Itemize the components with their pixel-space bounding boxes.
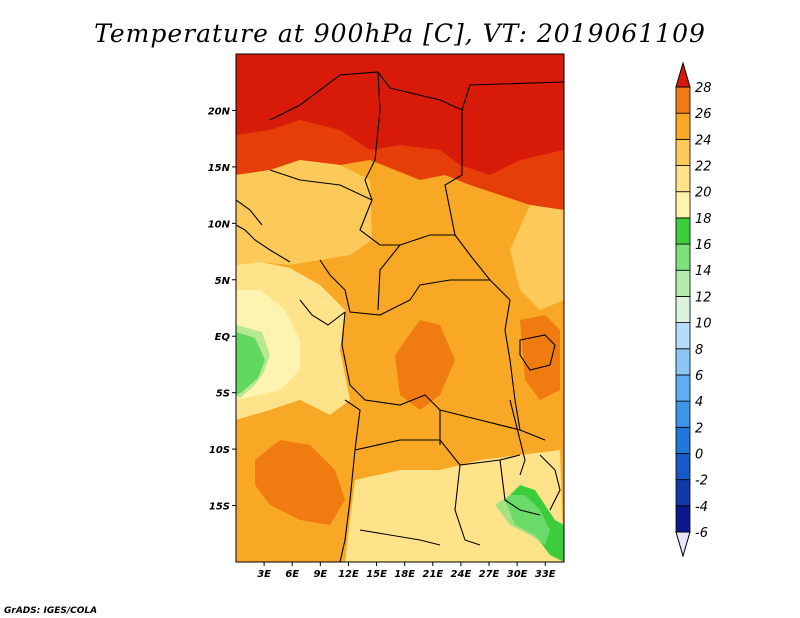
colorbar-swatch xyxy=(675,138,691,166)
colorbar-label: 20 xyxy=(695,186,712,201)
x-tick-label: 24E xyxy=(451,569,472,580)
y-tick-label: 15S xyxy=(209,502,230,513)
x-tick-label: 30E xyxy=(507,569,528,580)
colorbar-swatch xyxy=(675,400,691,428)
colorbar-swatch xyxy=(675,165,691,193)
colorbar-under-arrow xyxy=(675,531,691,558)
x-tick-label: 12E xyxy=(338,569,359,580)
x-tick-label: 3E xyxy=(257,569,271,580)
y-tick-label: 5N xyxy=(215,276,231,287)
colorbar-label: 4 xyxy=(695,395,703,410)
colorbar-label: 14 xyxy=(695,264,712,279)
grads-credit: GrADS: IGES/COLA xyxy=(4,606,97,616)
colorbar-swatch xyxy=(675,479,691,507)
y-axis: 20N 15N 10N 5N EQ 5S 10S 15S xyxy=(208,106,236,513)
x-tick-label: 18E xyxy=(394,569,415,580)
colorbar-swatch xyxy=(675,374,691,402)
colorbar-swatch xyxy=(675,505,691,533)
colorbar-label: 16 xyxy=(695,238,712,253)
colorbar-swatch xyxy=(675,426,691,454)
colorbar-label: 28 xyxy=(695,81,712,96)
lightgreen-zone-mozambique xyxy=(495,495,550,545)
x-tick-label: 33E xyxy=(535,569,556,580)
y-tick-label: 15N xyxy=(208,163,231,174)
x-tick-label: 15E xyxy=(366,569,387,580)
y-tick-label: 5S xyxy=(216,389,230,400)
x-tick-label: 6E xyxy=(285,569,299,580)
y-tick-label: EQ xyxy=(215,332,231,343)
colorbar-label: -2 xyxy=(695,474,708,489)
y-tick-label: 20N xyxy=(208,106,231,117)
country-borders xyxy=(236,71,564,562)
colorbar-swatch xyxy=(675,453,691,481)
y-tick-label: 10S xyxy=(209,445,230,456)
x-tick-label: 9E xyxy=(313,569,327,580)
lightgreen-zone-atlantic xyxy=(236,325,270,398)
colorbar-swatch xyxy=(675,348,691,376)
colorbar-label: -6 xyxy=(695,526,708,541)
mild-zone-southern-interior xyxy=(345,450,564,562)
warm-zone-south-sudan xyxy=(510,205,564,310)
x-tick-label: 21E xyxy=(422,569,443,580)
y-tick-label: 10N xyxy=(208,219,231,230)
hot-zone-southwest xyxy=(255,440,345,525)
colorbar-label: 0 xyxy=(695,447,703,462)
colorbar-swatch xyxy=(675,243,691,271)
colorbar-swatch xyxy=(675,86,691,114)
warm-band-sahel xyxy=(236,160,372,265)
colorbar-swatch xyxy=(675,296,691,323)
colorbar-label: 6 xyxy=(695,369,703,384)
map-panel: 3E 6E 9E 12E 15E 18E 21E 24E 27E 30E 33E 20N 15N 10N… xyxy=(208,53,565,580)
colorbar-label: -4 xyxy=(695,500,708,515)
colorbar-swatch xyxy=(675,217,691,245)
x-axis: 3E 6E 9E 12E 15E 18E 21E 24E 27E 30E 33E xyxy=(257,562,556,580)
colorbar-swatch xyxy=(675,112,691,140)
x-tick-label: 27E xyxy=(479,569,500,580)
warm-zone-congo xyxy=(395,320,455,410)
colorbar-over-arrow xyxy=(675,61,691,88)
colorbar-label: 22 xyxy=(695,160,712,175)
colorbar-swatch xyxy=(675,191,691,219)
colorbar-label: 18 xyxy=(695,212,712,227)
chart-title: Temperature at 900hPa [C], VT: 201906110… xyxy=(94,19,706,48)
colorbar-swatch xyxy=(675,322,691,350)
colorbar-label: 2 xyxy=(695,421,703,436)
warm-zone-east-africa xyxy=(520,315,560,400)
colorbar-label: 24 xyxy=(695,133,712,148)
map-frame xyxy=(235,53,565,563)
colorbar-swatch xyxy=(675,269,691,297)
colorbar-label: 26 xyxy=(695,107,712,122)
colorbar-label: 12 xyxy=(695,290,712,305)
colorbar-label: 8 xyxy=(695,343,703,358)
colorbar-label: 10 xyxy=(695,317,712,332)
